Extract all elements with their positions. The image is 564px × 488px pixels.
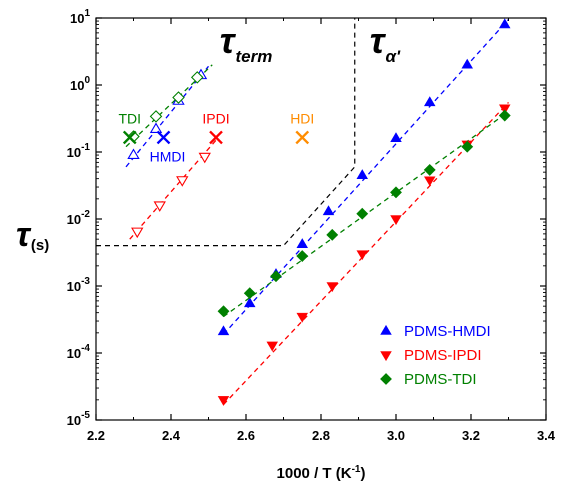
cross-label-ipdi: IPDI xyxy=(202,110,229,126)
cross-line-b xyxy=(209,130,223,145)
point-pdms-tdi-4 xyxy=(326,228,339,241)
point-pdms-hmdi-1 xyxy=(244,297,256,308)
point-pdms-ipdi-2 xyxy=(296,312,308,323)
point-pdms-hmdi-9 xyxy=(499,18,511,29)
cross-marker-tdi: TDI xyxy=(118,110,141,145)
open-point-tdi-2 xyxy=(172,91,185,104)
cross-label-hmdi: HMDI xyxy=(150,148,186,164)
point-pdms-tdi-1 xyxy=(243,287,256,300)
point-pdms-hmdi-3 xyxy=(296,238,308,248)
legend-label-pdms-hmdi: PDMS-HMDI xyxy=(404,323,491,340)
legend-label-pdms-tdi: PDMS-TDI xyxy=(404,371,477,388)
point-pdms-tdi-5 xyxy=(356,207,369,220)
open-point-hmdi-1 xyxy=(149,122,163,134)
annotation-tau-term: τterm xyxy=(220,20,273,66)
open-point-ipdi-0 xyxy=(131,227,144,239)
regime-boundary-line xyxy=(96,18,356,247)
open-point-hmdi-0 xyxy=(127,148,140,160)
point-pdms-tdi-6 xyxy=(390,186,402,199)
annotation-tau-alpha: τα' xyxy=(370,20,401,66)
point-pdms-hmdi-6 xyxy=(390,132,402,143)
point-pdms-tdi-0 xyxy=(217,305,230,318)
fit-line-open-hmdi xyxy=(125,65,210,168)
open-point-ipdi-1 xyxy=(153,201,166,212)
cross-label-hdi: HDI xyxy=(290,110,314,126)
x-axis-label: 1000 / T (K-1) xyxy=(277,464,366,482)
point-pdms-tdi-3 xyxy=(296,250,309,262)
legend-marker-pdms-ipdi xyxy=(380,351,392,362)
point-pdms-hmdi-7 xyxy=(424,96,436,107)
x-axis-ticks: 2.2 2.4 2.6 2.8 3.0 3.2 3.4 xyxy=(87,18,556,443)
x-tick-label-5: 3.2 xyxy=(462,428,480,443)
cross-markers: TDI HMDI IPDI HDI xyxy=(118,110,314,164)
point-pdms-hmdi-4 xyxy=(322,205,335,216)
cross-marker-hmdi: HMDI xyxy=(150,130,186,164)
cross-line-b xyxy=(122,130,137,145)
cross-marker-ipdi: IPDI xyxy=(202,110,230,145)
y-tick-label-0: 10-5 xyxy=(67,410,91,428)
point-pdms-hmdi-8 xyxy=(461,58,473,69)
y-tick-label-4: 10-1 xyxy=(67,142,91,160)
y-axis-ticks: 10-5 10-4 10-3 10-2 10-1 100 101 xyxy=(67,8,546,428)
x-tick-label-2: 2.6 xyxy=(237,428,255,443)
data-points xyxy=(127,18,511,406)
legend: PDMS-HMDI PDMS-IPDI PDMS-TDI xyxy=(380,323,491,388)
point-pdms-tdi-2 xyxy=(270,270,282,283)
y-tick-label-6: 101 xyxy=(70,8,90,26)
open-point-tdi-1 xyxy=(149,110,163,123)
x-tick-label-3: 2.8 xyxy=(312,428,330,443)
point-pdms-ipdi-0 xyxy=(217,396,230,406)
x-tick-label-6: 3.4 xyxy=(537,428,556,443)
regime-boundary xyxy=(96,18,356,247)
y-tick-label-2: 10-3 xyxy=(67,276,91,294)
cross-marker-hdi: HDI xyxy=(290,110,314,145)
legend-marker-pdms-tdi xyxy=(380,373,392,385)
point-pdms-tdi-8 xyxy=(461,140,474,153)
point-pdms-ipdi-6 xyxy=(424,176,436,187)
point-pdms-ipdi-3 xyxy=(326,282,338,293)
x-tick-label-1: 2.4 xyxy=(162,428,181,443)
y-axis-label: τ(s) xyxy=(16,216,49,254)
point-pdms-ipdi-4 xyxy=(356,250,368,261)
point-pdms-hmdi-0 xyxy=(217,325,230,336)
fit-line-pdms-hmdi xyxy=(223,19,509,335)
point-pdms-ipdi-5 xyxy=(390,215,402,226)
legend-marker-pdms-hmdi xyxy=(380,324,392,335)
point-pdms-ipdi-8 xyxy=(499,104,511,115)
y-tick-label-1: 10-4 xyxy=(67,343,91,361)
y-tick-label-3: 10-2 xyxy=(67,209,91,227)
point-pdms-hmdi-5 xyxy=(356,169,368,179)
cross-line-b xyxy=(156,130,171,145)
open-point-tdi-3 xyxy=(190,71,204,84)
point-pdms-tdi-9 xyxy=(498,109,511,122)
open-point-ipdi-2 xyxy=(176,176,189,187)
cross-label-tdi: TDI xyxy=(118,110,141,126)
cross-line-b xyxy=(295,130,310,145)
x-tick-label-4: 3.0 xyxy=(387,428,405,443)
point-pdms-tdi-7 xyxy=(423,164,436,176)
x-tick-label-0: 2.2 xyxy=(87,428,105,443)
open-point-ipdi-3 xyxy=(198,152,211,164)
y-tick-label-5: 100 xyxy=(70,75,90,93)
legend-label-pdms-ipdi: PDMS-IPDI xyxy=(404,347,482,364)
point-pdms-ipdi-1 xyxy=(266,341,278,352)
